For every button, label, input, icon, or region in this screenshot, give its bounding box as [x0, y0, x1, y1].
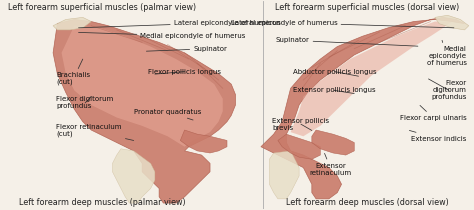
Polygon shape [269, 151, 299, 199]
Polygon shape [62, 26, 223, 147]
Text: Extensor pollicis
brevis: Extensor pollicis brevis [273, 118, 329, 131]
Text: Extensor
retinaculum: Extensor retinaculum [310, 153, 352, 176]
Polygon shape [291, 22, 452, 136]
Polygon shape [435, 15, 469, 30]
Polygon shape [53, 17, 91, 30]
Text: Medial
epicondyle
of humerus: Medial epicondyle of humerus [427, 40, 467, 66]
Polygon shape [180, 130, 227, 153]
Text: Lateral epicondyle of humerus: Lateral epicondyle of humerus [79, 20, 280, 28]
Polygon shape [312, 130, 354, 155]
Text: Supinator: Supinator [276, 37, 418, 46]
Polygon shape [278, 134, 320, 159]
Text: Flexor carpi ulnaris: Flexor carpi ulnaris [400, 105, 467, 121]
Text: Left forearm superficial muscles (dorsal view): Left forearm superficial muscles (dorsal… [275, 3, 459, 12]
Text: Extensor pollicis longus: Extensor pollicis longus [293, 87, 375, 93]
Text: Left forearm deep muscles (dorsal view): Left forearm deep muscles (dorsal view) [286, 198, 448, 207]
Text: Flexor
digitorum
profundus: Flexor digitorum profundus [428, 79, 467, 100]
Text: Pronator quadratus: Pronator quadratus [134, 109, 201, 120]
Text: Medial epicondyle of humerus: Medial epicondyle of humerus [79, 32, 246, 39]
Text: Left forearm deep muscles (palmar view): Left forearm deep muscles (palmar view) [18, 198, 185, 207]
Text: Flexor retinaculum
(cut): Flexor retinaculum (cut) [56, 124, 134, 140]
Polygon shape [53, 20, 236, 203]
Text: Left forearm superficial muscles (palmar view): Left forearm superficial muscles (palmar… [8, 3, 196, 12]
Text: Flexor pollicis longus: Flexor pollicis longus [148, 69, 221, 75]
Text: Flexor digitorum
profundus: Flexor digitorum profundus [56, 96, 114, 109]
Polygon shape [261, 17, 465, 199]
Text: Lateral epicondyle of humerus: Lateral epicondyle of humerus [231, 20, 454, 28]
Text: Supinator: Supinator [146, 46, 227, 52]
Text: Extensor indicis: Extensor indicis [410, 130, 467, 142]
Text: Abductor pollicis longus: Abductor pollicis longus [293, 69, 376, 76]
Polygon shape [112, 149, 155, 203]
Text: Brachialis
(cut): Brachialis (cut) [56, 59, 91, 85]
